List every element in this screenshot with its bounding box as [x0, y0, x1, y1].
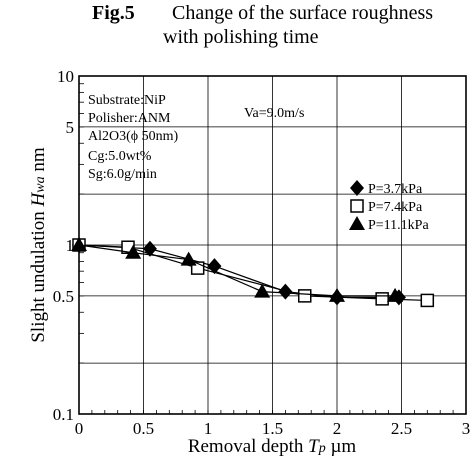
data-point [125, 244, 142, 259]
data-point [420, 293, 435, 308]
condition-line: Cg:5.0wt% [88, 149, 152, 164]
x-tick-label: 2.5 [391, 419, 412, 438]
data-point [278, 283, 293, 300]
y-tick-label: 1 [66, 236, 75, 255]
x-tick-label: 2 [333, 419, 342, 438]
legend-marker [350, 180, 364, 196]
y-tick-label: 0.5 [53, 287, 74, 306]
y-axis-label: Slight undulation Hwa nm [28, 147, 49, 343]
figure-title-line-1: Change of the surface roughness [172, 2, 434, 24]
data-point [298, 289, 312, 303]
x-tick-label: 1 [204, 419, 213, 438]
data-point [375, 292, 389, 306]
condition-line: Sg:6.0g/min [88, 167, 157, 182]
data-point [254, 283, 271, 298]
grid-layer [79, 76, 466, 414]
figure-title-line-2: with polishing time [163, 26, 319, 48]
condition-line: Substrate:NiP [88, 93, 166, 108]
velocity-label: Va=9.0m/s [244, 106, 304, 121]
legend: P=3.7kPa P=7.4kPa P=11.1kPa [349, 180, 429, 233]
tick-layer: 0 0.5 1 1.5 2 2.5 3 0.1 0.5 1 5 10 [53, 67, 471, 438]
data-point [387, 287, 404, 302]
x-tick-label: 1.5 [262, 419, 283, 438]
x-axis-label: Removal depth Tp µm [188, 436, 357, 457]
y-tick-label: 5 [66, 118, 75, 137]
condition-line: Al2O3(ϕ 50nm) [88, 129, 179, 144]
condition-line: Polisher:ANM [88, 111, 171, 126]
legend-marker [350, 199, 364, 213]
figure-title: Fig.5 Change of the surface roughness wi… [0, 0, 474, 52]
x-tick-label: 3 [462, 419, 471, 438]
legend-entry: P=11.1kPa [368, 218, 429, 233]
series-line [78, 244, 396, 297]
legend-entry: P=3.7kPa [368, 182, 423, 197]
data-point [71, 237, 87, 251]
legend-marker [349, 216, 365, 230]
conditions-box: Substrate:NiP Polisher:ANM Al2O3(ϕ 50nm)… [88, 93, 304, 182]
figure-number: Fig.5 [92, 2, 135, 24]
data-point [207, 258, 222, 275]
series-layer [71, 237, 435, 308]
x-tick-label: 0 [75, 419, 84, 438]
y-tick-label: 10 [57, 67, 74, 86]
x-tick-label: 0.5 [133, 419, 154, 438]
data-point [329, 287, 345, 302]
y-tick-label: 0.1 [53, 405, 74, 424]
data-point [180, 251, 197, 266]
legend-entry: P=7.4kPa [368, 200, 423, 215]
